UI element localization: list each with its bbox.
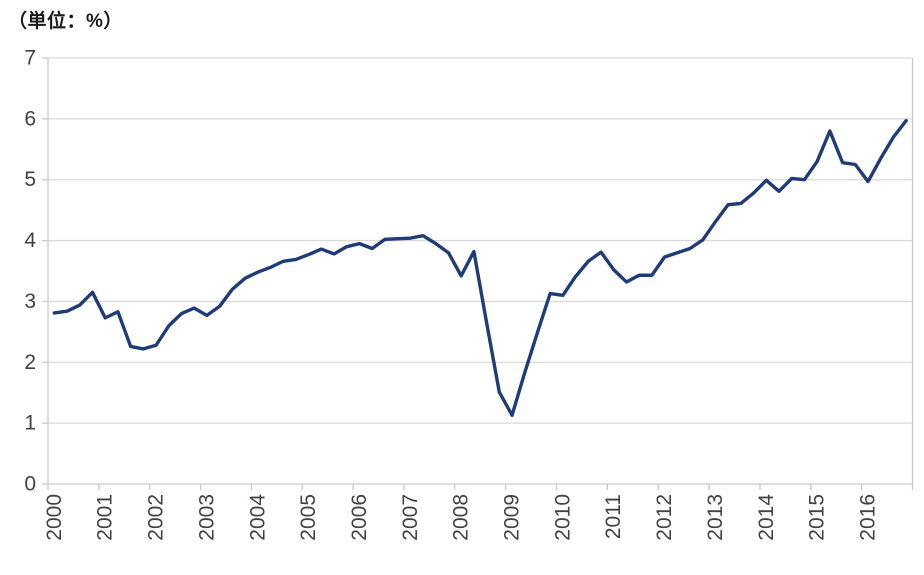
x-tick-label: 2015 — [806, 494, 829, 541]
x-tick-label: 2004 — [246, 494, 269, 541]
x-tick-label: 2003 — [195, 494, 218, 541]
axes — [47, 58, 914, 485]
x-axis-labels: 2000 2001 2002 2003 2004 2005 2006 2007 2008 2009… — [43, 494, 880, 541]
x-tick-label: 2006 — [348, 494, 371, 541]
y-tick-label: 5 — [24, 168, 36, 191]
x-tick-label: 2013 — [704, 494, 727, 541]
x-tick-label: 2008 — [450, 494, 473, 541]
y-tick-label: 3 — [24, 290, 36, 313]
y-tick-label: 1 — [24, 412, 36, 435]
unit-label: （単位：%） — [8, 11, 123, 32]
x-tick-label: 2001 — [94, 494, 117, 541]
y-tick-label: 4 — [24, 229, 36, 252]
x-tick-label: 2014 — [755, 494, 778, 541]
y-tick-label: 6 — [24, 107, 36, 130]
x-tick-label: 2010 — [551, 494, 574, 541]
y-tick-label: 0 — [24, 473, 36, 496]
data-line — [52, 118, 908, 417]
x-tick-label: 2007 — [399, 494, 422, 541]
y-axis-labels: 0 1 2 3 4 5 6 7 — [24, 47, 48, 496]
y-tick-label: 2 — [24, 351, 36, 374]
gridlines — [48, 57, 913, 424]
x-tick-label: 2016 — [857, 494, 880, 541]
x-axis-ticks — [47, 484, 914, 490]
x-tick-label: 2002 — [145, 494, 168, 541]
x-tick-label: 2011 — [602, 494, 625, 539]
x-tick-label: 2012 — [653, 494, 676, 541]
y-tick-label: 7 — [24, 47, 36, 70]
x-tick-label: 2005 — [297, 494, 320, 541]
x-tick-label: 2009 — [501, 494, 524, 541]
x-tick-label: 2000 — [43, 494, 66, 541]
